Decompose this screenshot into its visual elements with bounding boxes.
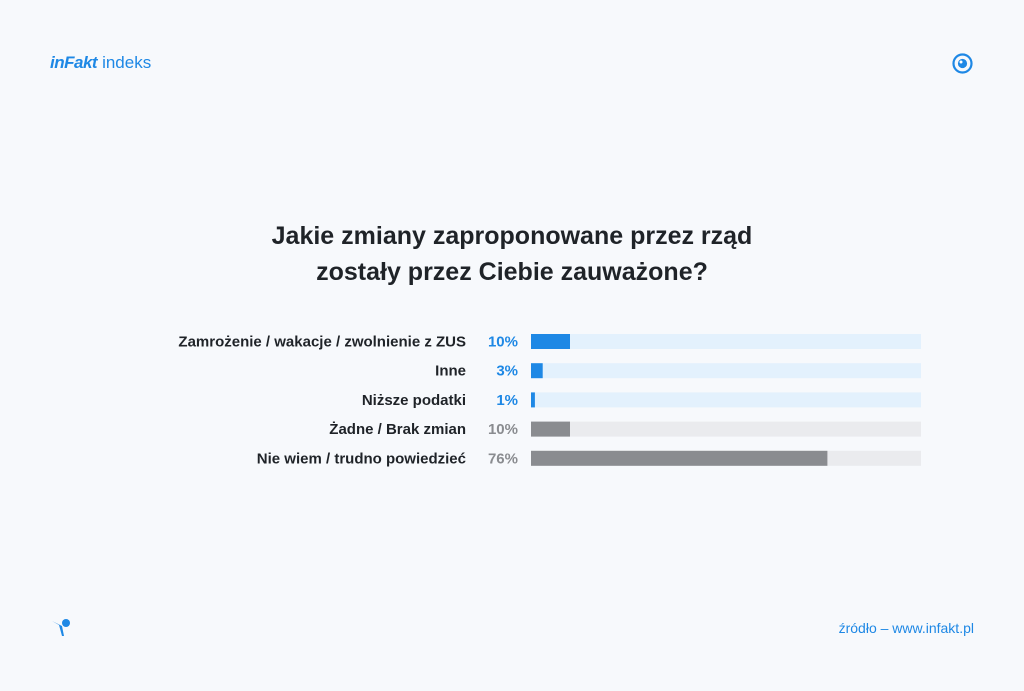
brand-logo: inFakt indeks — [50, 53, 151, 73]
category-label: Inne — [435, 363, 466, 380]
brand-sub: indeks — [102, 53, 152, 72]
value-label: 3% — [496, 363, 518, 380]
source-link[interactable]: źródło – www.infakt.pl — [838, 620, 974, 636]
bar — [531, 421, 570, 437]
value-label: 1% — [496, 392, 518, 409]
brand-name: inFakt — [50, 53, 98, 72]
bar-track — [531, 421, 921, 437]
chart-title-line-1: Jakie zmiany zaproponowane przez rząd — [271, 222, 753, 250]
chart-title-line-2: zostały przez Ciebie zauważone? — [316, 258, 708, 286]
category-label: Żadne / Brak zmian — [329, 421, 466, 438]
bar — [531, 334, 570, 349]
value-label: 76% — [488, 450, 518, 467]
category-label: Niższe podatki — [362, 392, 466, 409]
bird-icon — [52, 619, 70, 636]
category-label: Zamrożenie / wakacje / zwolnienie z ZUS — [178, 334, 466, 351]
chart-title: Jakie zmiany zaproponowane przez rząd zo… — [0, 218, 1024, 290]
bar — [531, 363, 543, 379]
category-label: Nie wiem / trudno powiedzieć — [257, 450, 466, 467]
bar-track — [531, 392, 921, 408]
bar-track — [531, 334, 921, 349]
bar-track — [531, 363, 921, 379]
value-label: 10% — [488, 334, 518, 351]
bar — [531, 450, 828, 466]
eye-icon — [952, 53, 973, 74]
value-label: 10% — [488, 421, 518, 438]
bar — [531, 392, 535, 408]
